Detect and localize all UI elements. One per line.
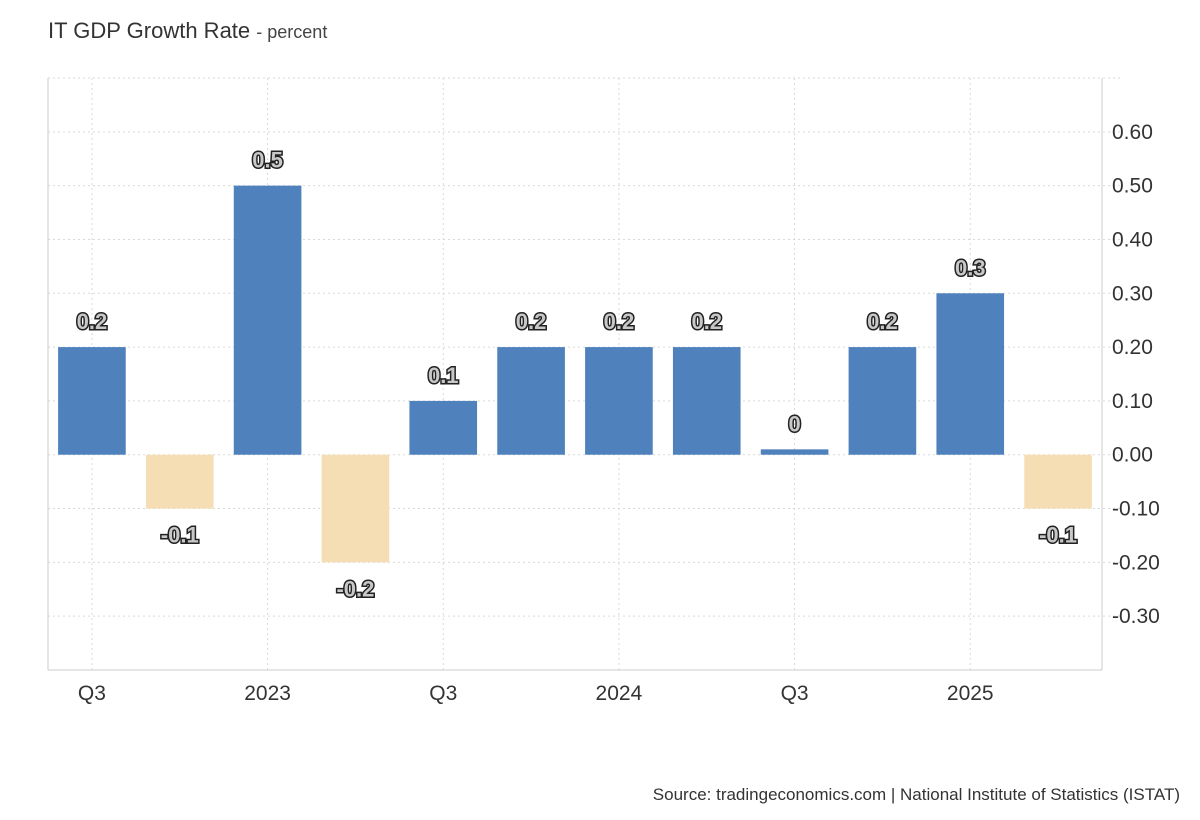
data-label: 0.5 (252, 148, 283, 173)
data-label: 0.2 (867, 309, 898, 334)
data-label: 0.2 (77, 309, 108, 334)
bar (497, 347, 565, 455)
bar (936, 293, 1005, 455)
data-label: 0.2 (691, 309, 722, 334)
y-tick-label: 0.20 (1112, 336, 1153, 359)
bar (760, 449, 829, 455)
bar (321, 454, 390, 563)
x-tick-label: Q3 (781, 682, 809, 705)
chart-unit: - percent (256, 22, 328, 42)
data-label-layer: 0.2 -0.1 0.5 -0.2 0.1 0.2 0.2 0.2 0 0.2 0.3 -0.1 (75, 146, 1078, 603)
x-tick-label: 2025 (947, 682, 994, 705)
x-tick-label: 2023 (244, 682, 291, 705)
bar (1024, 454, 1092, 509)
chart-title: IT GDP Growth Rate - percent (48, 18, 327, 44)
bar (233, 185, 302, 455)
data-label: 0.2 (604, 309, 635, 334)
axis-layer: 0.600.500.400.300.200.100.00-0.10-0.20-0… (47, 78, 1160, 705)
data-label: -0.2 (336, 576, 374, 601)
bar (58, 347, 126, 455)
data-label: 0.1 (428, 363, 459, 388)
y-tick-label: 0.10 (1112, 390, 1153, 413)
x-tick-label: 2024 (596, 682, 643, 705)
bar (409, 400, 478, 455)
x-tick-label: Q3 (429, 682, 457, 705)
bar (672, 347, 741, 455)
chart-title-text: IT GDP Growth Rate (48, 18, 251, 43)
bar (145, 454, 214, 509)
y-tick-label: -0.20 (1112, 551, 1160, 574)
data-label: 0 (788, 411, 800, 436)
y-tick-label: 0.30 (1112, 282, 1153, 305)
x-tick-label: Q3 (78, 682, 106, 705)
bar (848, 347, 917, 455)
data-label: -0.1 (1039, 523, 1077, 548)
data-label: -0.1 (161, 523, 199, 548)
y-tick-label: 0.50 (1112, 175, 1153, 198)
y-tick-label: 0.60 (1112, 121, 1153, 144)
data-label: 0.2 (516, 309, 547, 334)
y-tick-label: -0.10 (1112, 498, 1160, 521)
data-label: 0.3 (955, 255, 986, 280)
bar-layer (58, 185, 1092, 563)
y-tick-label: 0.40 (1112, 228, 1153, 251)
bar (585, 347, 653, 455)
y-tick-label: -0.30 (1112, 605, 1160, 628)
source-note: Source: tradingeconomics.com | National … (652, 785, 1180, 804)
y-tick-label: 0.00 (1112, 444, 1153, 467)
